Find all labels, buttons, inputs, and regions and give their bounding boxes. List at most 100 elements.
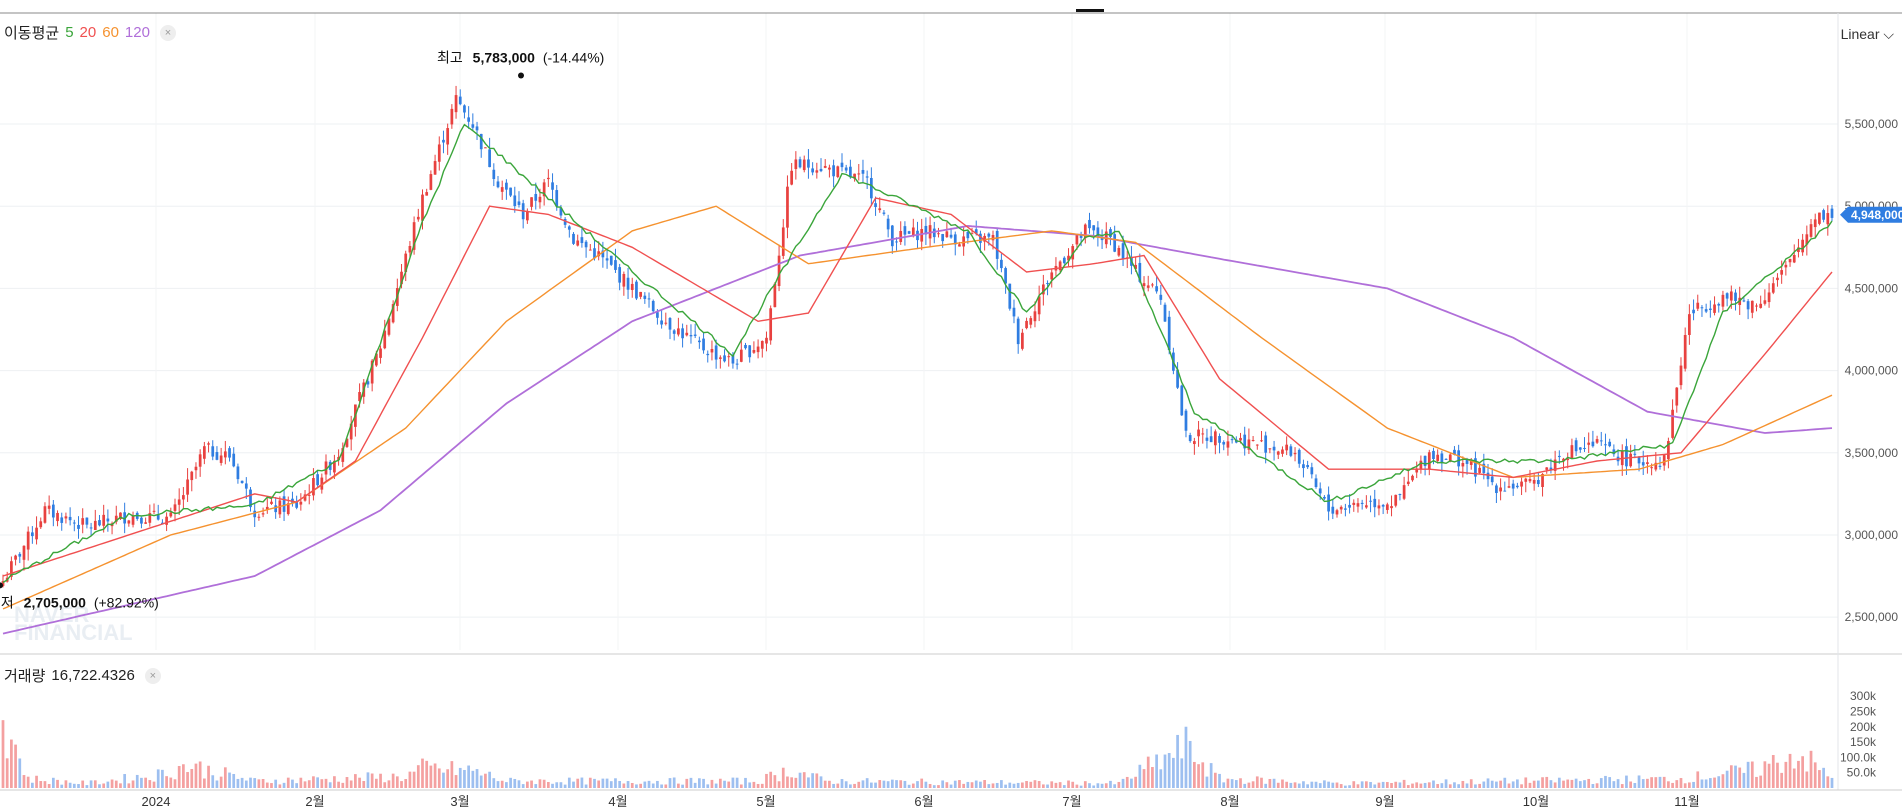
candle-body (202, 446, 206, 459)
volume-close-icon[interactable]: × (144, 667, 161, 684)
volume-bar (278, 784, 282, 788)
candle-body (1222, 442, 1226, 445)
candle-body (1474, 458, 1477, 477)
volume-tick-label: 150k (1850, 735, 1877, 749)
volume-bar (1394, 781, 1398, 788)
candle-body (56, 512, 59, 522)
volume-bar (60, 784, 64, 788)
volume-bar (1159, 769, 1163, 788)
volume-bar (303, 781, 307, 788)
volume-bar (463, 769, 466, 788)
candle-body (1201, 433, 1205, 435)
volume-bar (1117, 781, 1121, 788)
candle-body (1830, 208, 1834, 218)
volume-bar (1356, 784, 1360, 788)
volume-bar (337, 781, 340, 788)
y-tick-label: 3,000,000 (1845, 528, 1899, 542)
volume-bar (1255, 776, 1259, 788)
volume-bar (253, 778, 257, 788)
candle-body (333, 460, 336, 473)
volume-bar (81, 780, 85, 788)
candle-body (1721, 294, 1725, 307)
candle-body (1075, 234, 1079, 245)
candle-body (1356, 503, 1360, 507)
volume-bar (941, 780, 945, 788)
volume-bar (588, 777, 592, 788)
candle-body (182, 495, 185, 500)
candle-body (920, 228, 924, 242)
volume-bar (1398, 782, 1402, 788)
candle-body (727, 356, 731, 358)
candle-body (1465, 459, 1469, 464)
candle-body (706, 353, 710, 356)
candle-body (1436, 454, 1440, 461)
candle-body (303, 494, 307, 501)
candle-body (677, 328, 680, 335)
candle-body (647, 298, 651, 300)
volume-bar (853, 783, 856, 788)
volume-bar (1285, 781, 1289, 788)
x-tick-label: 5월 (756, 794, 775, 809)
volume-bar (1054, 782, 1058, 788)
volume-bar (1704, 779, 1708, 788)
candle-body (588, 249, 592, 251)
volume-bar (140, 777, 143, 788)
volume-bar (429, 765, 433, 788)
volume-bar (920, 778, 924, 788)
volume-bar (68, 782, 72, 788)
volume-bar (412, 771, 416, 788)
volume-bar (77, 784, 80, 788)
candle-body (1595, 439, 1599, 443)
volume-bar (1314, 781, 1318, 788)
volume-bar (177, 765, 181, 788)
volume-bar (47, 784, 51, 788)
drag-handle[interactable] (1076, 9, 1104, 12)
candle-body (1062, 257, 1066, 264)
candle-body (1604, 444, 1607, 446)
volume-bar (1658, 776, 1662, 788)
volume-bar (823, 780, 827, 788)
volume-bar (446, 769, 450, 788)
volume-bar (1264, 783, 1268, 788)
volume-bar (1679, 778, 1683, 788)
candle-body (496, 181, 500, 188)
candle-body (454, 95, 458, 113)
volume-bar (1176, 734, 1179, 788)
volume-bar (609, 781, 613, 788)
legend-close-icon[interactable]: × (159, 24, 176, 41)
volume-bar (1130, 778, 1133, 788)
candle-body (324, 461, 328, 475)
volume-bar (651, 783, 655, 788)
volume-bar (328, 782, 332, 788)
candle-body (1511, 483, 1515, 489)
volume-bar (664, 784, 668, 788)
candle-body (752, 350, 756, 353)
candle-body (811, 168, 814, 173)
candle-body (211, 446, 215, 457)
candle-body (689, 334, 693, 337)
candle-body (374, 353, 378, 366)
candle-body (693, 334, 697, 336)
volume-bar (10, 739, 13, 788)
volume-bar (383, 782, 387, 788)
candle-body (1763, 300, 1767, 304)
x-tick-label: 6월 (914, 794, 933, 809)
volume-bar (1360, 781, 1364, 788)
volume-bar (1776, 762, 1779, 788)
candle-body (542, 182, 546, 197)
scale-mode-button[interactable]: Linear ⌵ (1841, 26, 1894, 43)
moving-averages (2, 123, 1833, 635)
candle-body (807, 159, 810, 168)
candle-body (1792, 254, 1796, 263)
volume-bar (1721, 774, 1725, 788)
candle-body (1713, 304, 1716, 313)
candle-body (1650, 467, 1653, 469)
candle-body (668, 318, 672, 330)
candle-body (853, 173, 856, 179)
volume-tick-label: 50.0k (1847, 766, 1877, 780)
volume-bar (1667, 781, 1670, 788)
volume-bar (1373, 784, 1377, 788)
volume-bar (966, 781, 970, 788)
volume-bar (1415, 782, 1419, 788)
